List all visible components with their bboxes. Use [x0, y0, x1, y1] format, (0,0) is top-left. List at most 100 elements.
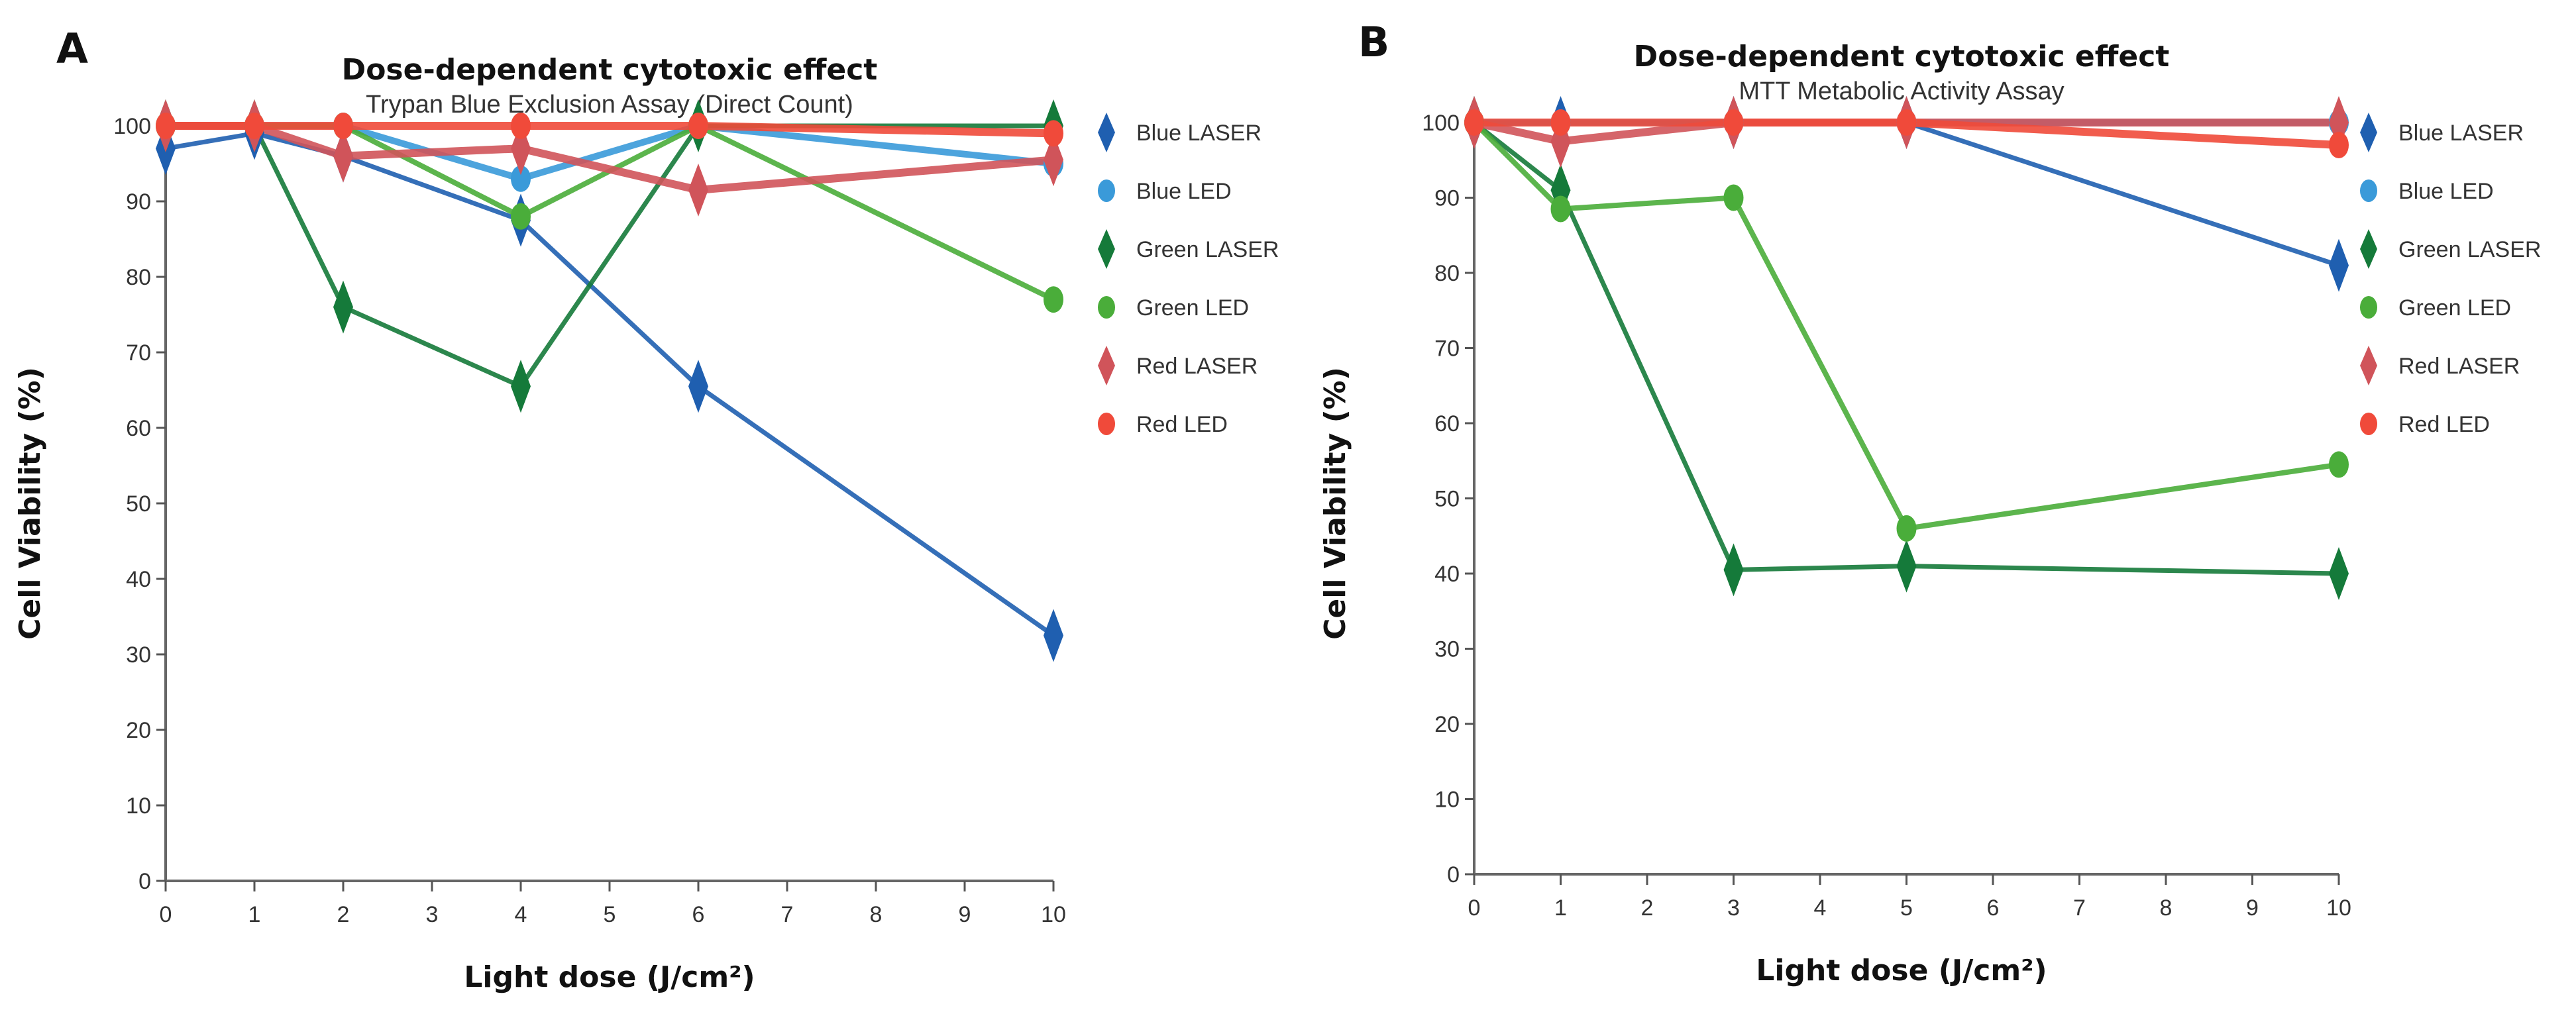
- chart-a-legend-marker-red-laser: [1098, 346, 1115, 385]
- chart-a-legend-label-green-led: Green LED: [1136, 295, 1249, 321]
- chart-b-point-green-laser: [2329, 547, 2349, 600]
- chart-b-ylabel: Cell Viability (%): [1318, 367, 1352, 640]
- chart-b-x-tick-label: 10: [2326, 895, 2351, 921]
- chart-a-legend-label-red-led: Red LED: [1136, 412, 1228, 437]
- chart-b-point-green-led: [2329, 451, 2349, 478]
- chart-a-y-tick-label: 30: [126, 642, 151, 668]
- chart-b-point-green-led: [1896, 515, 1917, 542]
- chart-b-y-tick-label: 20: [1434, 712, 1460, 737]
- chart-a-point-red-laser: [1044, 133, 1063, 187]
- chart-a-xlabel: Light dose (J/cm²): [464, 960, 755, 994]
- chart-a-point-green-led: [1044, 286, 1063, 313]
- chart-a-x-tick-label: 1: [248, 902, 261, 927]
- chart-a-x-tick-label: 8: [870, 902, 883, 927]
- chart-a-legend-label-red-laser: Red LASER: [1136, 354, 1258, 379]
- chart-a-y-tick-label: 70: [126, 340, 151, 366]
- chart-b-y-tick-label: 60: [1434, 411, 1460, 436]
- chart-a-line-green-laser: [166, 123, 1053, 389]
- chart-a-y-tick-label: 50: [126, 491, 151, 517]
- chart-a-y-tick-label: 20: [126, 718, 151, 743]
- chart-b-title: Dose-dependent cytotoxic effect: [1634, 40, 2170, 74]
- chart-b-y-tick-label: 0: [1447, 862, 1460, 887]
- chart-a-y-tick-label: 40: [126, 567, 151, 592]
- chart-b-legend-marker-green-led: [2360, 296, 2377, 319]
- chart-a-point-red-laser: [688, 163, 708, 217]
- chart-a-x-tick-label: 6: [692, 902, 705, 927]
- chart-a-x-tick-label: 10: [1041, 902, 1066, 927]
- chart-b-line-green-laser: [1472, 121, 2339, 576]
- chart-b-marks: 0 10 20 30 40 50 60 70 80 90 100 0 1 2 3 4 5 6 7 8 9 10 Blue L…: [1422, 96, 2541, 921]
- chart-b-legend-marker-red-laser: [2360, 346, 2377, 385]
- chart-b-line-green-led: [1472, 121, 2339, 531]
- chart-b-point-green-laser: [1896, 539, 1917, 593]
- chart-a-ylabel: Cell Viability (%): [13, 367, 47, 640]
- chart-a-x-tick-label: 2: [337, 902, 350, 927]
- chart-a-x-tick-label: 4: [515, 902, 527, 927]
- chart-b-y-tick-label: 40: [1434, 562, 1460, 587]
- chart-a-point-red-led: [156, 113, 176, 139]
- chart-a-legend-label-green-laser: Green LASER: [1136, 237, 1279, 262]
- chart-a-y-tick-label: 0: [138, 869, 151, 894]
- chart-b-legend-label-blue-led: Blue LED: [2398, 179, 2494, 204]
- chart-a-legend-marker-blue-laser: [1098, 113, 1115, 152]
- chart-a-y-tick-label: 90: [126, 189, 151, 215]
- panel-b: B Dose-dependent cytotoxic effect MTT Me…: [1318, 18, 2169, 988]
- chart-b-legend-label-green-laser: Green LASER: [2398, 237, 2541, 262]
- chart-a-subtitle: Trypan Blue Exclusion Assay (Direct Coun…: [366, 91, 853, 119]
- chart-b-y-tick-label: 50: [1434, 487, 1460, 512]
- chart-b-point-red-led: [1896, 109, 1917, 136]
- chart-b-xlabel: Light dose (J/cm²): [1756, 954, 2047, 988]
- chart-b-x-tick-label: 1: [1554, 895, 1567, 921]
- chart-b-x-tick-label: 4: [1814, 895, 1827, 921]
- panel-label-a: A: [56, 25, 88, 73]
- chart-a-legend-marker-green-laser: [1098, 229, 1115, 269]
- chart-a-title: Dose-dependent cytotoxic effect: [342, 53, 878, 87]
- chart-a-line-blue-laser: [165, 130, 1055, 638]
- chart-a-y-tick-label: 10: [126, 793, 151, 819]
- panel-a: A Dose-dependent cytotoxic effect Trypan…: [13, 25, 877, 994]
- chart-b-point-red-led: [1464, 109, 1484, 136]
- chart-b-legend-label-red-laser: Red LASER: [2398, 354, 2520, 379]
- chart-b-x-tick-label: 9: [2246, 895, 2259, 921]
- chart-b-legend-label-blue-laser: Blue LASER: [2398, 121, 2524, 146]
- chart-b-point-red-led: [1723, 109, 1744, 136]
- chart-a-marks: 0 10 20 30 40 50 60 70 80 90 100 0 1 2 3 4 5 6 7 8 9 10 Blue L…: [113, 99, 1279, 927]
- chart-a-point-red-led: [333, 113, 353, 139]
- panel-label-b: B: [1358, 18, 1389, 66]
- chart-a-x-tick-label: 5: [604, 902, 616, 927]
- chart-b-x-tick-label: 2: [1641, 895, 1654, 921]
- chart-a-line-red-led: [166, 122, 1054, 138]
- chart-b-point-green-led: [1550, 195, 1571, 223]
- chart-a-point-green-laser: [511, 360, 531, 413]
- chart-b-x-tick-label: 3: [1727, 895, 1740, 921]
- chart-b-legend-marker-green-laser: [2360, 229, 2377, 269]
- chart-b-legend-marker-blue-led: [2360, 179, 2377, 202]
- chart-a-point-red-led: [1044, 120, 1063, 147]
- chart-b-legend-label-green-led: Green LED: [2398, 295, 2511, 321]
- chart-a-legend-marker-green-led: [1098, 296, 1115, 319]
- chart-a-point-red-laser: [333, 129, 353, 183]
- chart-b-y-tick-label: 80: [1434, 261, 1460, 286]
- chart-b-point-blue-laser: [2329, 238, 2349, 292]
- chart-b-legend-marker-red-led: [2360, 413, 2377, 435]
- chart-a-x-tick-label: 7: [781, 902, 794, 927]
- chart-a-legend-label-blue-laser: Blue LASER: [1136, 121, 1261, 146]
- chart-b-point-red-led: [2329, 132, 2349, 159]
- chart-a-point-red-led: [688, 113, 708, 139]
- chart-a-point-red-led: [511, 113, 531, 139]
- chart-a-point-green-laser: [333, 280, 353, 334]
- chart-b-legend-marker-blue-laser: [2360, 113, 2377, 152]
- chart-a-point-blue-laser: [688, 360, 708, 413]
- chart-b-x-tick-label: 6: [1987, 895, 2000, 921]
- chart-b-y-tick-label: 10: [1434, 787, 1460, 813]
- chart-a-y-tick-label: 60: [126, 416, 151, 441]
- chart-b-y-tick-label: 100: [1422, 111, 1460, 136]
- chart-b-y-tick-label: 30: [1434, 637, 1460, 662]
- chart-b-legend-label-red-led: Red LED: [2398, 412, 2490, 437]
- chart-b-y-tick-label: 70: [1434, 336, 1460, 362]
- chart-b-subtitle: MTT Metabolic Activity Assay: [1739, 77, 2064, 105]
- chart-a-legend-marker-blue-led: [1098, 179, 1115, 202]
- chart-a-point-blue-led: [511, 165, 531, 192]
- chart-b-point-red-led: [1550, 109, 1571, 136]
